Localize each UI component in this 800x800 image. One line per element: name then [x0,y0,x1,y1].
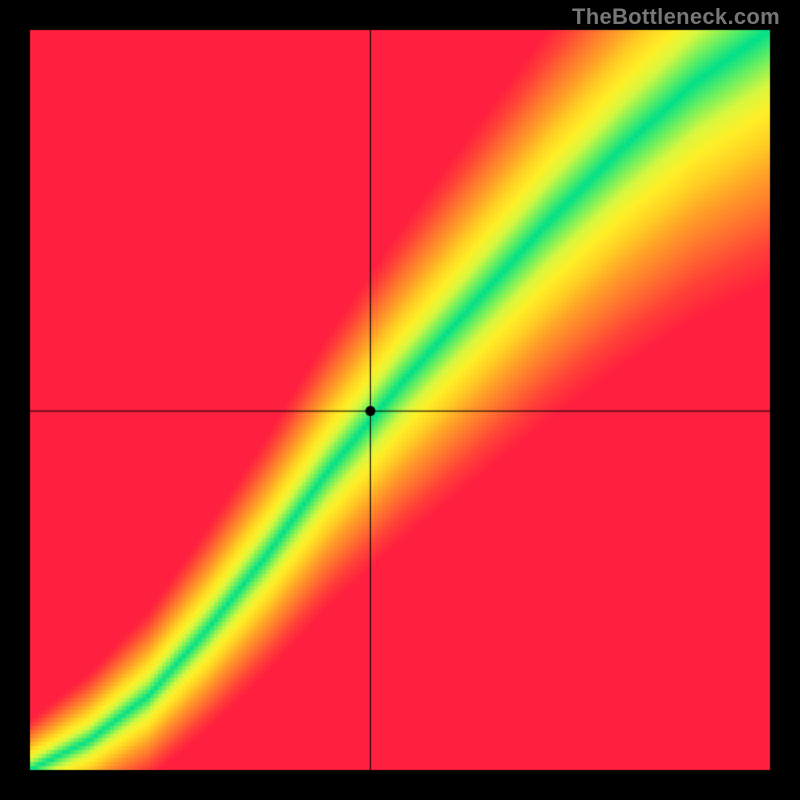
watermark-text: TheBottleneck.com [572,4,780,30]
bottleneck-heatmap [0,0,800,800]
